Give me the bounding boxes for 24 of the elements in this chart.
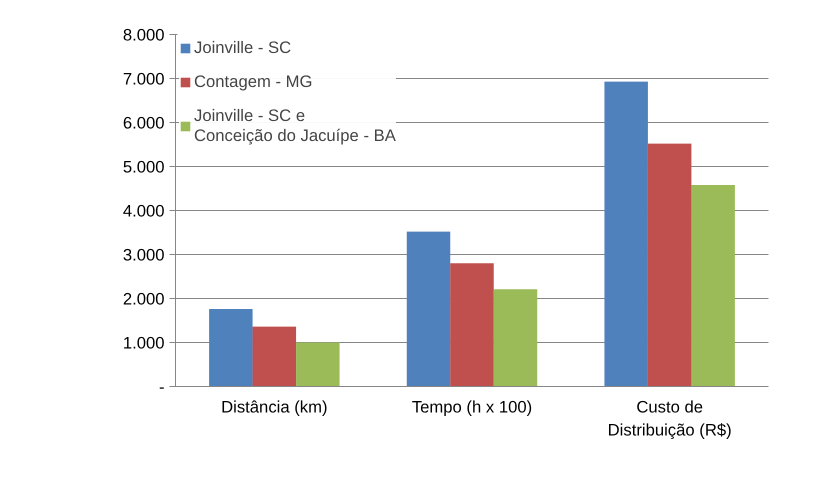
bar (209, 309, 253, 386)
y-tick-label: 7.000 (122, 70, 165, 88)
y-tick-label: 3.000 (122, 246, 165, 264)
bar (691, 184, 735, 386)
bar (494, 289, 538, 386)
x-tick-label: Custo de Distribuição (R$) (608, 398, 732, 440)
y-tick-label: 5.000 (122, 158, 165, 176)
y-tick-label: - (158, 378, 164, 396)
bar (648, 144, 692, 386)
y-tick-label: 1.000 (122, 334, 165, 352)
bar (406, 232, 450, 386)
y-tick-label: 2.000 (122, 290, 165, 308)
bar (450, 263, 494, 386)
bar (252, 326, 296, 386)
legend-label: Joinville - SC (194, 38, 292, 58)
y-tick-label: 8.000 (122, 26, 165, 44)
legend-label: Contagem - MG (194, 72, 312, 92)
bar (604, 82, 648, 386)
legend-label: Joinville - SC e Conceição do Jacuípe - BA (194, 106, 396, 146)
x-tick-label: Tempo (h x 100) (412, 398, 532, 416)
x-tick-label: Distância (km) (221, 398, 328, 416)
y-tick-label: 6.000 (122, 114, 165, 132)
y-tick-label: 4.000 (122, 202, 165, 220)
bar (296, 342, 340, 386)
